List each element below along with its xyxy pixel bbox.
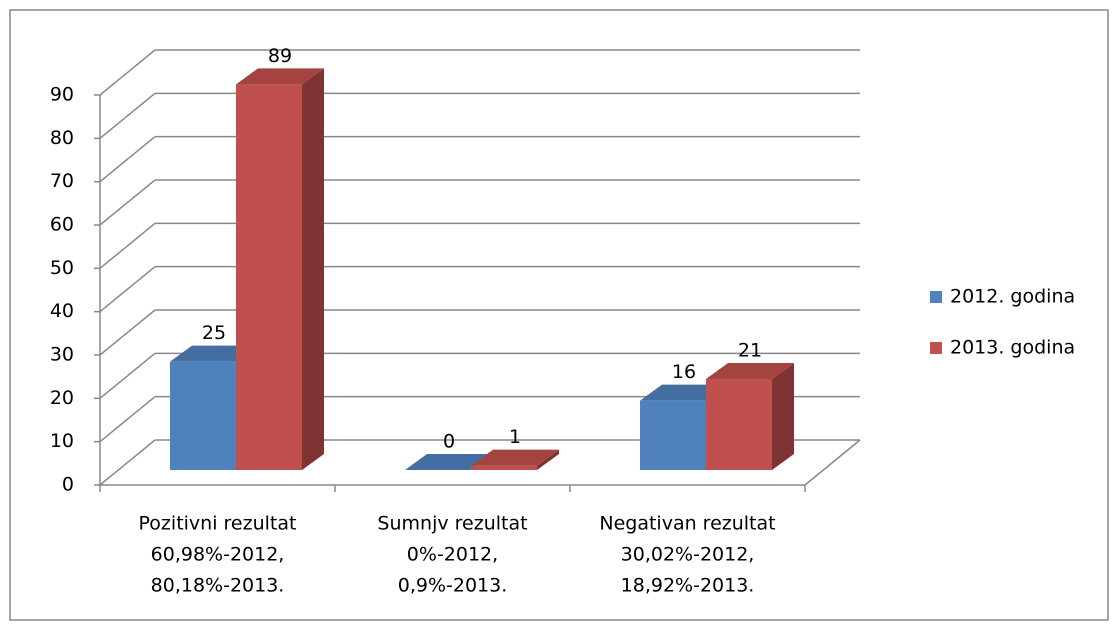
y-tick-label: 60: [50, 214, 74, 236]
grid-line-side: [99, 136, 156, 183]
x-tick-label: Sumnjv rezultat: [377, 513, 527, 535]
grid-line-side: [99, 266, 156, 313]
data-label: 0: [443, 431, 455, 453]
y-tick-label: 70: [50, 170, 74, 192]
data-label: 25: [202, 322, 226, 344]
data-label: 89: [268, 45, 292, 67]
grid-line-side: [99, 222, 156, 269]
grid-line-side: [99, 49, 156, 96]
x-tick-label: Negativan rezultat: [599, 513, 775, 535]
bar-front: [236, 84, 302, 470]
bar-top: [471, 449, 559, 466]
bar-side: [537, 449, 559, 470]
data-label: 21: [738, 340, 762, 362]
grid-line-side: [99, 309, 156, 356]
grid-line-side: [99, 179, 156, 226]
x-tick-label: Pozitivni rezultat: [139, 513, 297, 535]
y-tick-label: 10: [50, 430, 74, 452]
x-tick-label: 80,18%-2013.: [151, 575, 285, 597]
grid-line-side: [99, 92, 156, 139]
grid-line-side: [99, 396, 156, 443]
bar-side: [772, 363, 794, 470]
legend-swatch: [930, 291, 942, 303]
x-tick-label: 30,02%-2012,: [621, 544, 755, 566]
y-tick-label: 30: [50, 344, 74, 366]
legend-label: 2013. godina: [950, 337, 1075, 359]
data-label: 1: [509, 426, 521, 448]
y-tick-label: 20: [50, 387, 74, 409]
x-tick-label: 60,98%-2012,: [151, 544, 285, 566]
y-tick-label: 40: [50, 300, 74, 322]
legend-label: 2012. godina: [950, 286, 1075, 308]
floor-right: [804, 439, 861, 486]
grid-line-side: [99, 352, 156, 399]
x-tick-label: 0,9%-2013.: [398, 575, 508, 597]
bar-front: [170, 361, 236, 470]
chart-frame: [9, 9, 1109, 621]
bar-front: [640, 400, 706, 470]
bar-front: [471, 465, 537, 470]
y-tick-label: 0: [62, 474, 74, 496]
grid-line-side: [99, 439, 156, 486]
bar-front: [706, 379, 772, 470]
bar-top: [706, 363, 794, 379]
x-tick-label: 18,92%-2013.: [621, 575, 755, 597]
bar-side: [302, 68, 324, 470]
y-tick-label: 80: [50, 127, 74, 149]
data-label: 16: [672, 361, 696, 383]
y-tick-label: 50: [50, 257, 74, 279]
bar-top: [236, 68, 324, 85]
x-tick-label: 0%-2012,: [407, 544, 498, 566]
legend-swatch: [930, 342, 942, 354]
y-tick-label: 90: [50, 84, 74, 106]
